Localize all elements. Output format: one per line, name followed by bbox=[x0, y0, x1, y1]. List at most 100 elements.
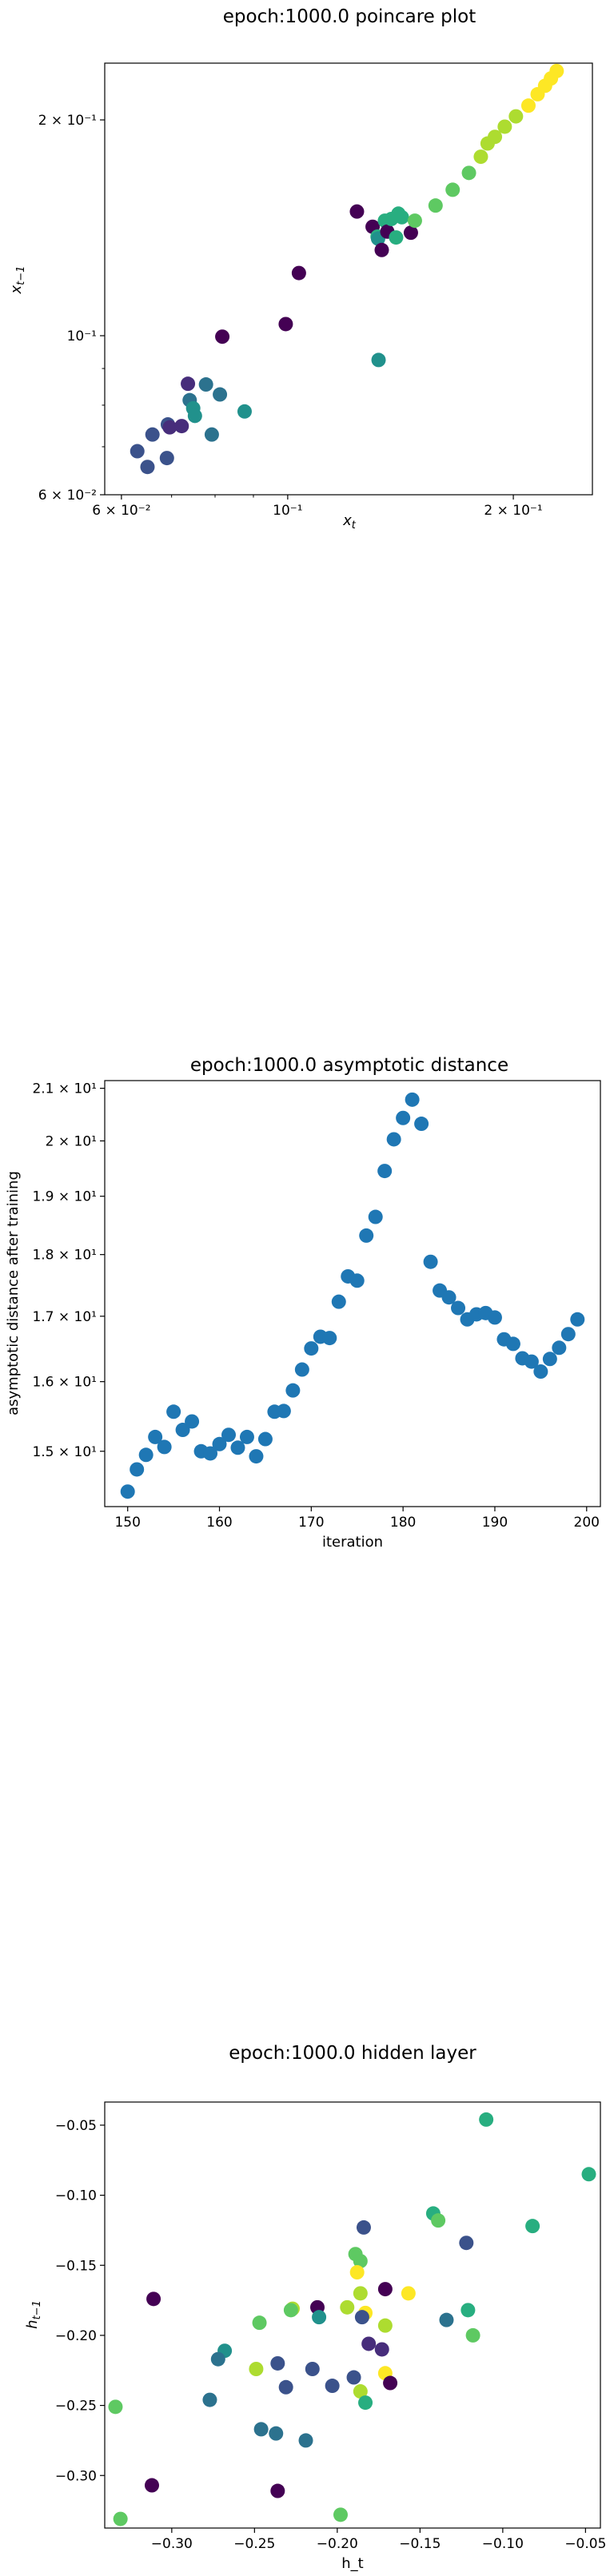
data-point bbox=[269, 2426, 284, 2441]
data-point bbox=[497, 119, 512, 134]
data-point bbox=[377, 2282, 393, 2297]
data-point bbox=[283, 2303, 298, 2318]
x-tick-label: 10⁻¹ bbox=[273, 503, 302, 519]
hidden-layer-ylabel: ht−1 bbox=[24, 2300, 43, 2329]
data-point bbox=[488, 129, 503, 145]
poincare-title: epoch:1000.0 poincare plot bbox=[223, 6, 476, 27]
data-point bbox=[270, 2355, 285, 2371]
data-point bbox=[221, 1427, 236, 1443]
y-tick-label: −0.15 bbox=[55, 2258, 97, 2274]
data-point bbox=[285, 1383, 301, 1398]
data-point bbox=[249, 1449, 264, 1464]
data-point bbox=[361, 2336, 377, 2351]
data-point bbox=[298, 2433, 313, 2448]
data-point bbox=[130, 1462, 145, 1477]
x-tick-label: −0.05 bbox=[564, 2536, 606, 2552]
x-tick-label: 200 bbox=[574, 1515, 600, 1531]
hidden-layer-axes-frame bbox=[104, 2101, 601, 2529]
data-point bbox=[213, 387, 228, 402]
y-tick-label: 10⁻¹ bbox=[67, 328, 97, 344]
data-point bbox=[356, 2220, 371, 2235]
y-tick-label: −0.10 bbox=[55, 2188, 97, 2204]
hidden-layer-points bbox=[108, 2112, 596, 2526]
asymptotic-x-ticks: 150 160 170 180 190 200 bbox=[114, 1507, 600, 1531]
data-point bbox=[237, 404, 252, 419]
data-point bbox=[520, 98, 536, 113]
x-tick-label: 2 × 10⁻¹ bbox=[484, 503, 542, 519]
data-point bbox=[138, 1447, 153, 1463]
data-point bbox=[304, 1341, 319, 1356]
data-point bbox=[346, 2370, 361, 2385]
data-point bbox=[333, 2507, 348, 2522]
data-point bbox=[159, 451, 174, 466]
data-point bbox=[431, 2213, 446, 2228]
poincare-points bbox=[130, 63, 564, 475]
data-point bbox=[157, 1439, 172, 1455]
data-point bbox=[396, 1110, 411, 1125]
data-point bbox=[423, 1254, 438, 1269]
asymptotic-title: epoch:1000.0 asymptotic distance bbox=[190, 1055, 508, 1076]
data-point bbox=[459, 2236, 474, 2251]
data-point bbox=[383, 2375, 398, 2391]
data-point bbox=[445, 182, 460, 197]
data-point bbox=[428, 198, 443, 213]
data-point bbox=[145, 427, 160, 442]
hidden-layer-title: epoch:1000.0 hidden layer bbox=[229, 2043, 476, 2064]
data-point bbox=[441, 1290, 457, 1305]
data-point bbox=[130, 444, 145, 459]
data-point bbox=[359, 1228, 374, 1243]
data-point bbox=[252, 2315, 267, 2331]
data-point bbox=[257, 1431, 273, 1447]
data-point bbox=[305, 2362, 320, 2377]
data-point bbox=[185, 1414, 200, 1429]
data-point bbox=[439, 2312, 454, 2327]
data-point bbox=[353, 2253, 368, 2268]
y-tick-label: 2.1 × 10¹ bbox=[32, 1081, 97, 1097]
data-point bbox=[358, 2395, 373, 2411]
data-point bbox=[276, 1403, 291, 1419]
data-point bbox=[371, 352, 386, 368]
data-point bbox=[525, 2219, 540, 2234]
data-point bbox=[325, 2379, 340, 2394]
data-point bbox=[322, 1331, 337, 1346]
y-tick-label: 1.5 × 10¹ bbox=[32, 1444, 97, 1460]
data-point bbox=[377, 1164, 393, 1179]
data-point bbox=[354, 2310, 369, 2325]
data-point bbox=[230, 1440, 245, 1455]
asymptotic-chart: epoch:1000.0 asymptotic distance 150 160 1… bbox=[5, 1055, 601, 1551]
asymptotic-ylabel: asymptotic distance after training bbox=[5, 1171, 22, 1415]
data-point bbox=[374, 2342, 389, 2357]
hidden-layer-x-ticks: −0.30 −0.25 −0.20 −0.15 −0.10 −0.05 bbox=[151, 2528, 606, 2552]
data-point bbox=[140, 460, 155, 475]
data-point bbox=[533, 1364, 548, 1380]
data-point bbox=[312, 2310, 327, 2325]
data-point bbox=[162, 420, 177, 435]
data-point bbox=[291, 265, 306, 281]
x-tick-label: 150 bbox=[114, 1515, 140, 1531]
data-point bbox=[414, 1117, 429, 1132]
data-point bbox=[278, 317, 293, 332]
poincare-y-ticks: 6 × 10⁻² 10⁻¹ 2 × 10⁻¹ bbox=[38, 113, 105, 504]
data-point bbox=[524, 1354, 539, 1369]
asymptotic-y-ticks: 1.5 × 10¹ 1.6 × 10¹ 1.7 × 10¹ 1.8 × 10¹ 1.9 … bbox=[32, 1081, 105, 1460]
data-point bbox=[465, 2327, 480, 2343]
y-tick-label: −0.30 bbox=[55, 2468, 97, 2484]
data-point bbox=[473, 149, 488, 165]
data-point bbox=[204, 427, 219, 442]
x-tick-label: 180 bbox=[390, 1515, 416, 1531]
asymptotic-points bbox=[120, 1092, 585, 1499]
data-point bbox=[340, 2299, 355, 2315]
data-point bbox=[349, 1273, 365, 1288]
data-point bbox=[394, 209, 409, 225]
x-tick-label: 170 bbox=[298, 1515, 324, 1531]
y-tick-label: −0.20 bbox=[55, 2328, 97, 2344]
data-point bbox=[570, 1312, 585, 1327]
data-point bbox=[353, 2286, 368, 2301]
y-tick-label: 1.9 × 10¹ bbox=[32, 1189, 97, 1205]
data-point bbox=[203, 1446, 218, 1461]
data-point bbox=[407, 213, 422, 229]
asymptotic-axes-frame bbox=[104, 1080, 601, 1507]
asymptotic-xlabel: iteration bbox=[322, 1534, 383, 1551]
data-point bbox=[549, 63, 564, 78]
